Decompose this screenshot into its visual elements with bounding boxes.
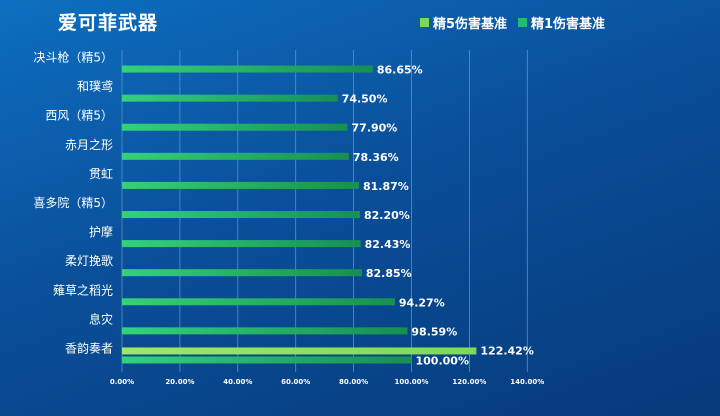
legend-label-series-2: 精1伤害基准 xyxy=(531,16,606,32)
bar-series-2 xyxy=(122,356,412,364)
data-label-series-2: 100.00% xyxy=(416,354,469,367)
bar-series-2 xyxy=(122,181,360,189)
data-label-series-2: 94.27% xyxy=(399,296,445,309)
bar-series-2 xyxy=(122,298,395,306)
x-tick-label: 20.00% xyxy=(165,378,194,386)
bar-series-2 xyxy=(122,65,373,73)
category-label: 西风（精5） xyxy=(45,109,113,123)
bar-series-2 xyxy=(122,123,348,131)
category-label: 贯虹 xyxy=(89,167,113,181)
x-tick-label: 140.00% xyxy=(510,378,544,386)
category-label: 薙草之稻光 xyxy=(53,283,113,297)
x-tick-label: 80.00% xyxy=(339,378,368,386)
data-label-series-2: 81.87% xyxy=(363,180,409,193)
x-tick-label: 100.00% xyxy=(394,378,428,386)
x-tick-label: 120.00% xyxy=(452,378,486,386)
bar-series-2 xyxy=(122,211,360,218)
x-tick-label: 60.00% xyxy=(281,378,310,386)
data-label-series-2: 78.36% xyxy=(353,151,399,164)
bar-series-2 xyxy=(122,269,362,277)
data-label-series-2: 77.90% xyxy=(352,122,398,135)
data-label-series-2: 98.59% xyxy=(411,325,457,338)
data-label-series-2: 86.65% xyxy=(377,64,423,77)
bar-series-2 xyxy=(122,94,338,102)
legend-swatch-series-2 xyxy=(518,17,527,27)
legend-label-series-1: 精5伤害基准 xyxy=(433,16,508,32)
data-label-series-2: 82.43% xyxy=(365,238,411,251)
category-label: 护摩 xyxy=(89,224,113,239)
data-label-series-1: 122.42% xyxy=(480,344,533,357)
bar-series-2 xyxy=(122,240,361,248)
legend-item-series-2: 精1伤害基准 xyxy=(518,14,606,32)
category-label: 赤月之形 xyxy=(65,138,113,152)
category-label: 喜多院（精5） xyxy=(33,196,113,210)
data-label-series-2: 82.85% xyxy=(366,267,412,280)
category-label: 决斗枪（精5） xyxy=(33,50,113,65)
bar-series-1 xyxy=(122,347,477,355)
x-tick-label: 40.00% xyxy=(223,378,252,386)
data-label-series-2: 82.20% xyxy=(364,209,410,222)
x-tick-label: 0.00% xyxy=(110,378,134,386)
category-label: 柔灯挽歌 xyxy=(65,253,113,268)
category-label: 和璞鸢 xyxy=(77,80,113,94)
category-label: 息灾 xyxy=(89,311,113,326)
category-label: 香韵奏者 xyxy=(65,340,113,355)
legend-item-series-1: 精5伤害基准 xyxy=(420,14,508,32)
chart-title: 爱可菲武器 xyxy=(58,12,159,34)
bar-series-2 xyxy=(122,327,408,335)
legend-swatch-series-1 xyxy=(420,17,429,27)
bar-series-2 xyxy=(122,152,349,160)
data-label-series-2: 74.50% xyxy=(342,93,388,106)
